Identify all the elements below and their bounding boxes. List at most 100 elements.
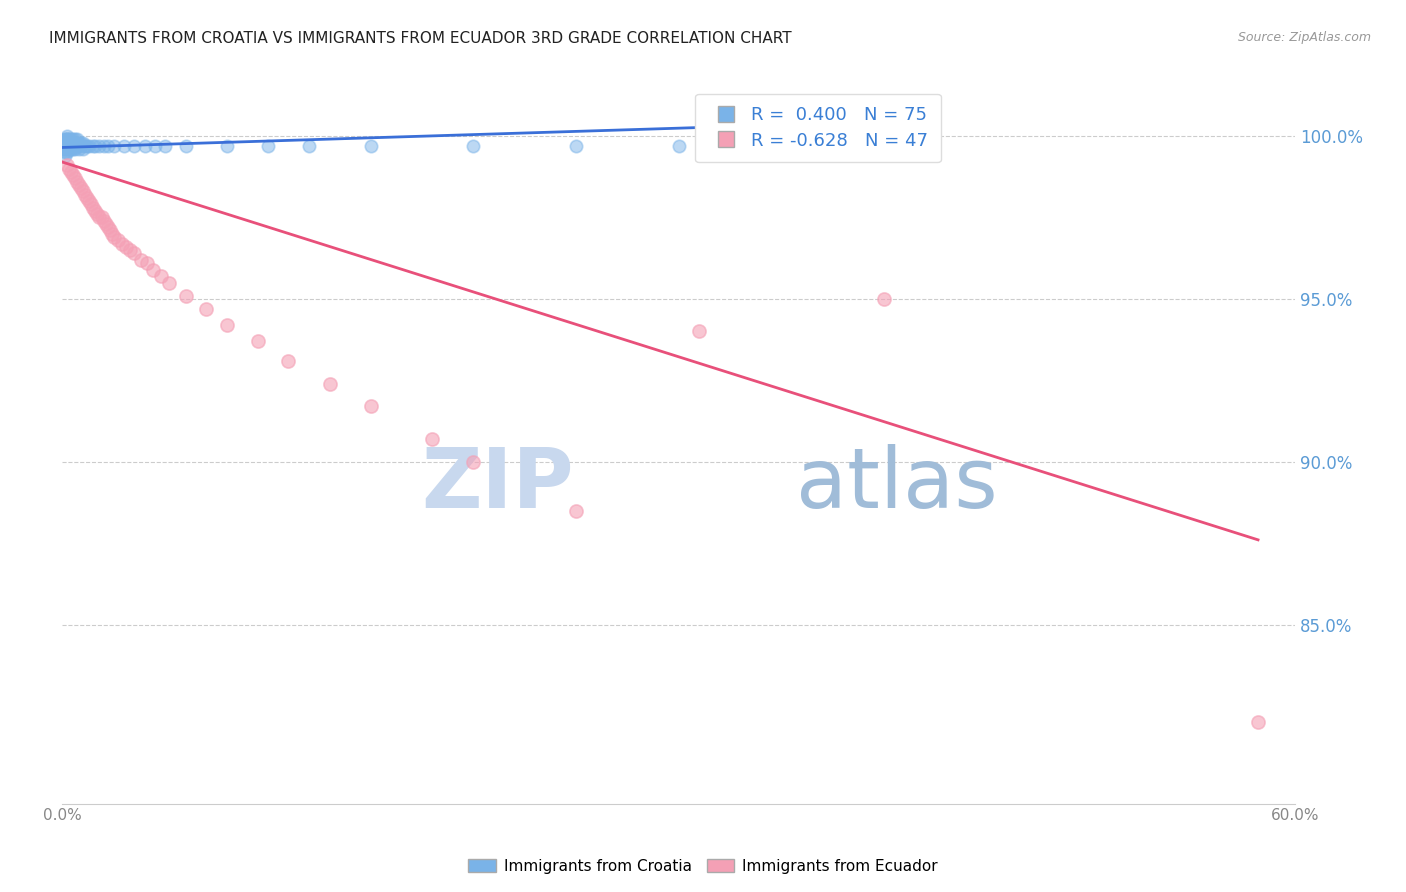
Point — [98, 223, 121, 237]
Point — [82, 138, 104, 153]
Point — [66, 138, 89, 153]
Point — [832, 136, 855, 150]
Point — [63, 138, 86, 153]
Text: IMMIGRANTS FROM CROATIA VS IMMIGRANTS FROM ECUADOR 3RD GRADE CORRELATION CHART: IMMIGRANTS FROM CROATIA VS IMMIGRANTS FR… — [49, 31, 792, 46]
Point — [80, 197, 103, 211]
Point — [101, 227, 124, 241]
Point — [246, 334, 269, 349]
Point — [93, 138, 115, 153]
Point — [53, 142, 76, 156]
Legend: R =  0.400   N = 75, R = -0.628   N = 47: R = 0.400 N = 75, R = -0.628 N = 47 — [696, 94, 941, 162]
Legend: Immigrants from Croatia, Immigrants from Ecuador: Immigrants from Croatia, Immigrants from… — [463, 853, 943, 880]
Text: atlas: atlas — [796, 443, 998, 524]
Point — [103, 230, 125, 244]
Point — [62, 142, 84, 156]
Point — [53, 138, 76, 153]
Point — [59, 142, 82, 156]
Point — [53, 142, 76, 156]
Point — [360, 400, 382, 414]
Point — [55, 158, 77, 172]
Point — [97, 220, 120, 235]
Point — [63, 171, 86, 186]
Point — [277, 353, 299, 368]
Point — [688, 325, 710, 339]
Point — [70, 181, 93, 195]
Point — [53, 145, 76, 160]
Point — [55, 132, 77, 146]
Point — [58, 138, 80, 153]
Point — [75, 187, 97, 202]
Point — [150, 269, 173, 284]
Point — [75, 138, 97, 153]
Point — [53, 132, 76, 146]
Point — [59, 132, 82, 146]
Point — [112, 138, 135, 153]
Text: ZIP: ZIP — [422, 443, 574, 524]
Point — [86, 207, 108, 221]
Point — [53, 136, 76, 150]
Point — [76, 138, 98, 153]
Point — [94, 217, 117, 231]
Point — [55, 136, 77, 150]
Point — [59, 136, 82, 150]
Point — [873, 292, 896, 306]
Point — [55, 145, 77, 160]
Point — [318, 376, 340, 391]
Point — [55, 129, 77, 144]
Point — [215, 318, 238, 332]
Point — [124, 246, 146, 260]
Point — [67, 178, 90, 192]
Point — [84, 138, 107, 153]
Point — [72, 142, 94, 156]
Point — [134, 138, 156, 153]
Point — [62, 136, 84, 150]
Point — [59, 165, 82, 179]
Point — [107, 233, 129, 247]
Point — [84, 203, 107, 218]
Point — [668, 138, 690, 153]
Point — [66, 175, 89, 189]
Point — [55, 142, 77, 156]
Point — [103, 138, 125, 153]
Point — [111, 236, 134, 251]
Point — [463, 455, 485, 469]
Point — [77, 194, 100, 209]
Point — [565, 503, 588, 517]
Point — [58, 161, 80, 176]
Point — [174, 138, 197, 153]
Point — [58, 132, 80, 146]
Point — [58, 142, 80, 156]
Point — [89, 211, 111, 225]
Point — [58, 136, 80, 150]
Point — [97, 138, 120, 153]
Point — [770, 138, 793, 153]
Point — [129, 252, 152, 267]
Point — [298, 138, 321, 153]
Point — [420, 432, 443, 446]
Point — [463, 138, 485, 153]
Point — [53, 148, 76, 162]
Point — [70, 136, 93, 150]
Point — [55, 132, 77, 146]
Point — [62, 168, 84, 182]
Point — [53, 132, 76, 146]
Point — [59, 138, 82, 153]
Point — [66, 132, 89, 146]
Point — [115, 240, 138, 254]
Point — [53, 136, 76, 150]
Point — [143, 138, 166, 153]
Point — [53, 138, 76, 153]
Point — [76, 191, 98, 205]
Point — [565, 138, 588, 153]
Point — [63, 132, 86, 146]
Point — [62, 132, 84, 146]
Point — [67, 136, 90, 150]
Text: Source: ZipAtlas.com: Source: ZipAtlas.com — [1237, 31, 1371, 45]
Point — [93, 213, 115, 227]
Point — [155, 138, 177, 153]
Point — [135, 256, 157, 270]
Point — [360, 138, 382, 153]
Point — [55, 136, 77, 150]
Point — [72, 136, 94, 150]
Point — [90, 211, 112, 225]
